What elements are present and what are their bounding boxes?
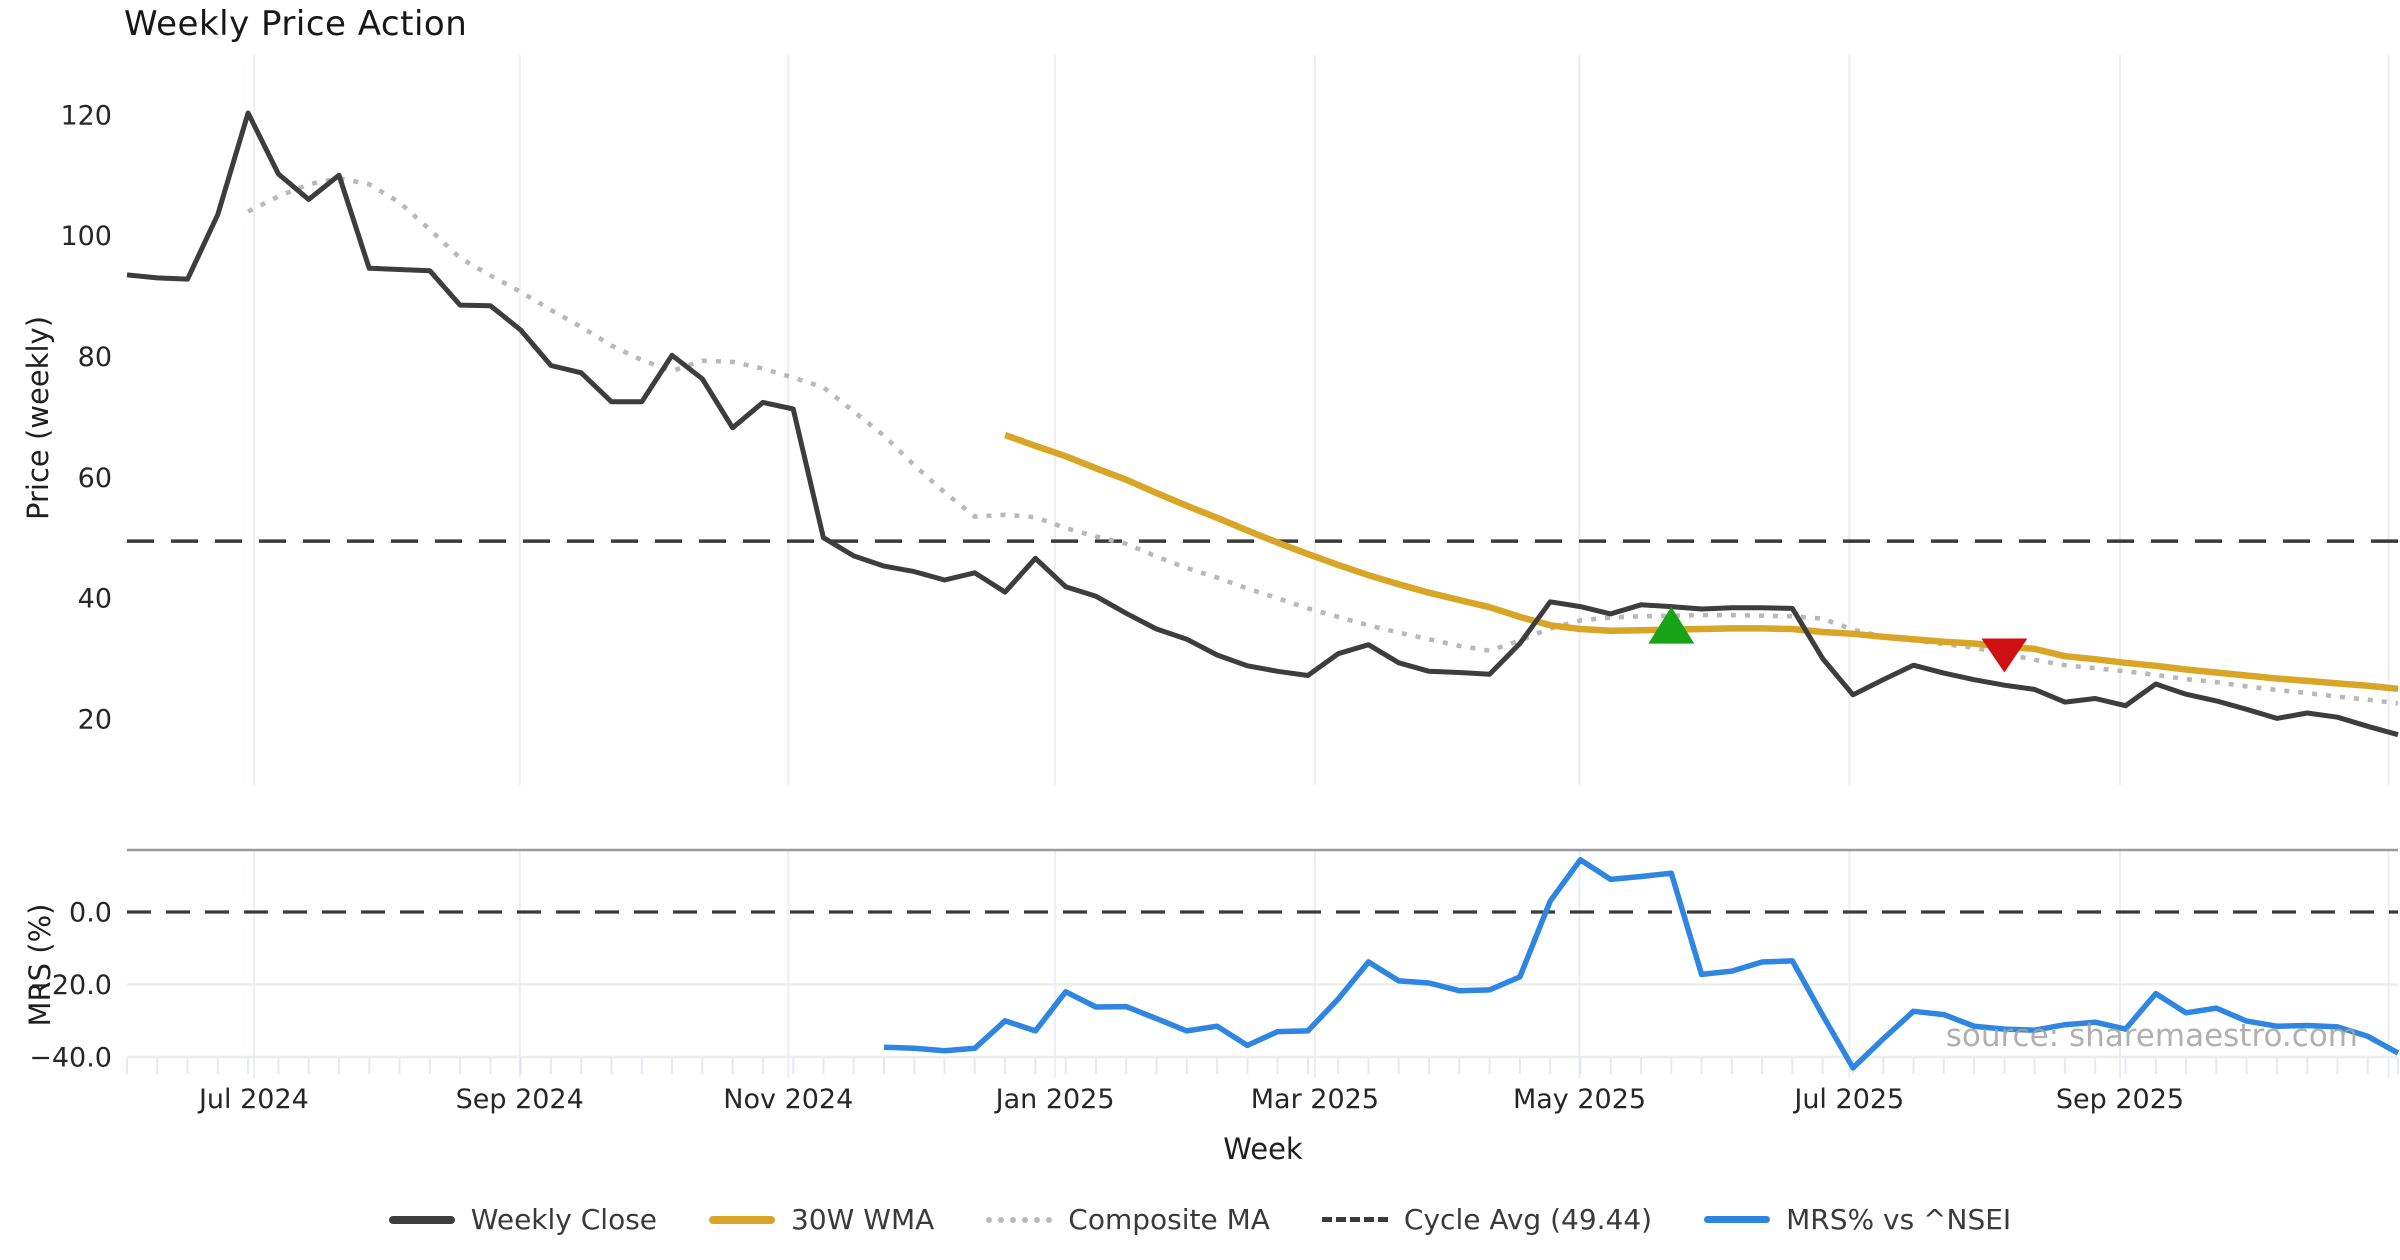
mrs-line-swatch-icon bbox=[1704, 1216, 1771, 1223]
x-tick-label: Jul 2024 bbox=[197, 1084, 309, 1115]
legend-label: 30W WMA bbox=[791, 1203, 935, 1236]
legend-item-composite-ma: Composite MA bbox=[986, 1203, 1270, 1236]
x-tick-label: Jan 2025 bbox=[994, 1084, 1115, 1115]
chart-title: Weekly Price Action bbox=[124, 4, 468, 44]
legend-item-mrs: MRS% vs ^NSEI bbox=[1704, 1203, 2011, 1236]
weekly-close-line-swatch-icon bbox=[388, 1215, 455, 1224]
buy-signal-marker bbox=[1648, 606, 1695, 644]
mrs-axis-label: MRS (%) bbox=[23, 903, 57, 1027]
x-tick-label: Sep 2025 bbox=[2056, 1084, 2184, 1115]
mrs-line bbox=[883, 857, 2400, 1071]
weekly-close-line bbox=[126, 110, 2399, 738]
legend-item-30w-wma: 30W WMA bbox=[709, 1203, 934, 1236]
price-tick-label: 80 bbox=[78, 342, 112, 373]
composite-ma-dotted-swatch-icon bbox=[986, 1216, 1053, 1223]
price-tick-label: 120 bbox=[60, 100, 112, 131]
x-tick-label: May 2025 bbox=[1513, 1084, 1646, 1115]
x-tick-label: Mar 2025 bbox=[1251, 1084, 1379, 1115]
cycle-avg-dashed-swatch-icon bbox=[1321, 1217, 1388, 1222]
sell-signal-marker bbox=[1981, 638, 2028, 673]
legend-label: MRS% vs ^NSEI bbox=[1786, 1203, 2012, 1236]
price-tick-label: 40 bbox=[78, 584, 112, 615]
legend-item-weekly-close: Weekly Close bbox=[388, 1203, 658, 1236]
source-watermark: source: sharemaestro.com bbox=[1945, 1018, 2358, 1054]
mrs-tick-label: 0.0 bbox=[69, 898, 112, 929]
wma-30w-line bbox=[1003, 431, 2399, 693]
legend: Weekly Close 30W WMA Composite MA Cycle … bbox=[0, 1203, 2400, 1236]
legend-label: Cycle Avg (49.44) bbox=[1403, 1203, 1653, 1236]
legend-label: Composite MA bbox=[1068, 1203, 1270, 1236]
x-tick-label: Sep 2024 bbox=[456, 1084, 584, 1115]
legend-item-cycle-avg: Cycle Avg (49.44) bbox=[1321, 1203, 1653, 1236]
price-tick-label: 100 bbox=[60, 221, 112, 252]
x-tick-label: Nov 2024 bbox=[723, 1084, 853, 1115]
price-tick-label: 20 bbox=[78, 705, 112, 736]
x-tick-label: Jul 2025 bbox=[1792, 1084, 1904, 1115]
price-tick-label: 60 bbox=[78, 463, 112, 494]
mrs-tick-label: −40.0 bbox=[29, 1043, 112, 1074]
x-axis-label: Week bbox=[1223, 1132, 1303, 1166]
composite-ma-line bbox=[247, 175, 2399, 706]
price-axis-label: Price (weekly) bbox=[21, 315, 55, 520]
legend-label: Weekly Close bbox=[470, 1203, 658, 1236]
mrs-tick-label: −20.0 bbox=[29, 970, 112, 1001]
wma-line-swatch-icon bbox=[709, 1215, 776, 1224]
